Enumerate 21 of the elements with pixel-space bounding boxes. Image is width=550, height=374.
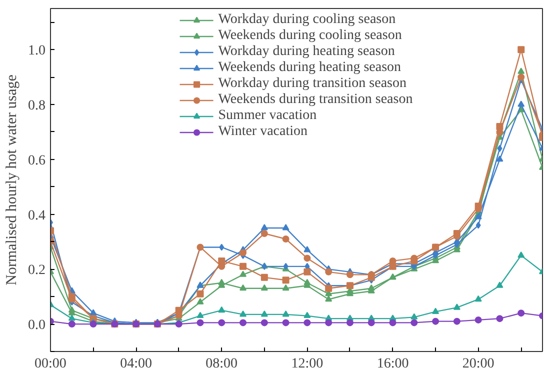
x-tick-label: 08:00 xyxy=(206,356,238,372)
legend-label: Workday during heating season xyxy=(218,44,395,60)
y-tick-label: 0.6 xyxy=(28,153,46,168)
legend-label: Workday during cooling season xyxy=(218,12,396,28)
legend-label: Winter vacation xyxy=(218,124,308,140)
x-tick-label: 04:00 xyxy=(120,356,152,372)
legend-label: Summer vacation xyxy=(218,108,317,124)
legend-label: Weekends during transition season xyxy=(218,92,413,108)
y-axis-title: Normalised hourly hot water usage xyxy=(4,74,20,286)
y-tick-label: 0.2 xyxy=(28,263,46,278)
x-tick-label: 16:00 xyxy=(376,356,409,372)
legend-label: Weekends during heating season xyxy=(218,60,402,76)
x-tick-label: 00:00 xyxy=(34,356,66,372)
y-tick-label: 0.4 xyxy=(28,208,46,224)
y-tick-label: 0.8 xyxy=(28,98,46,114)
y-tick-label: 1.0 xyxy=(28,44,46,59)
legend-label: Weekends during cooling season xyxy=(218,28,402,44)
legend-label: Workday during transition season xyxy=(218,76,407,92)
y-tick-label: 0.0 xyxy=(28,318,46,334)
x-tick-label: 20:00 xyxy=(462,356,494,372)
x-tick-label: 12:00 xyxy=(291,356,324,372)
